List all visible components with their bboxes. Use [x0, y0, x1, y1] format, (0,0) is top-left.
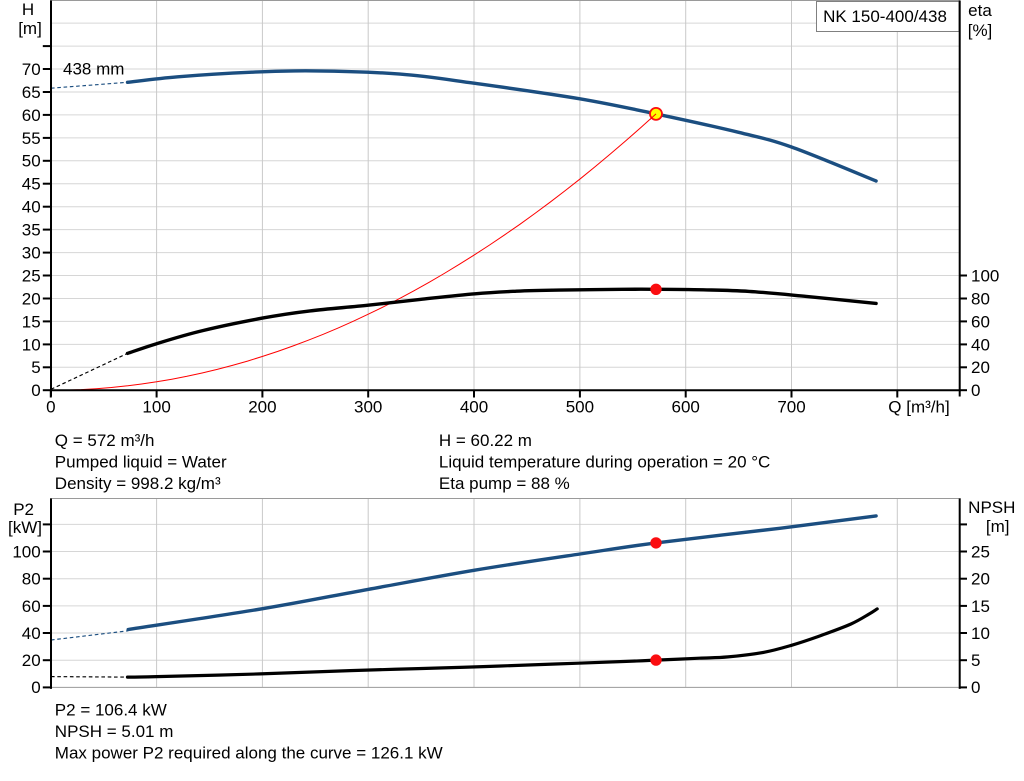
svg-text:[m]: [m] — [18, 19, 42, 38]
svg-text:40: 40 — [22, 624, 41, 643]
svg-text:40: 40 — [971, 335, 990, 354]
svg-text:200: 200 — [248, 398, 276, 417]
svg-text:0: 0 — [46, 398, 55, 417]
svg-text:H = 60.22 m: H = 60.22 m — [439, 431, 532, 450]
svg-text:600: 600 — [672, 398, 700, 417]
svg-text:5: 5 — [971, 651, 980, 670]
svg-text:Pumped liquid = Water: Pumped liquid = Water — [55, 453, 227, 472]
svg-text:70: 70 — [22, 60, 41, 79]
svg-text:Density = 998.2 kg/m³: Density = 998.2 kg/m³ — [55, 474, 221, 493]
svg-text:15: 15 — [22, 312, 41, 331]
svg-text:[kW]: [kW] — [8, 518, 42, 537]
svg-text:50: 50 — [22, 152, 41, 171]
svg-text:30: 30 — [22, 244, 41, 263]
svg-text:60: 60 — [22, 597, 41, 616]
svg-text:80: 80 — [22, 570, 41, 589]
svg-text:700: 700 — [777, 398, 805, 417]
svg-text:500: 500 — [566, 398, 594, 417]
svg-text:100: 100 — [971, 266, 999, 285]
svg-text:0: 0 — [971, 381, 980, 400]
svg-text:NK 150-400/438: NK 150-400/438 — [823, 7, 947, 26]
svg-text:60: 60 — [22, 106, 41, 125]
svg-text:20: 20 — [22, 289, 41, 308]
svg-text:NPSH: NPSH — [968, 498, 1015, 517]
svg-text:20: 20 — [22, 651, 41, 670]
svg-text:65: 65 — [22, 83, 41, 102]
svg-text:0: 0 — [971, 678, 980, 697]
svg-text:15: 15 — [971, 597, 990, 616]
svg-text:Q = 572 m³/h: Q = 572 m³/h — [55, 431, 155, 450]
svg-text:NPSH = 5.01 m: NPSH = 5.01 m — [55, 722, 174, 741]
svg-text:[%]: [%] — [968, 21, 993, 40]
svg-text:Q [m³/h]: Q [m³/h] — [888, 398, 949, 417]
svg-text:80: 80 — [971, 289, 990, 308]
svg-text:45: 45 — [22, 175, 41, 194]
svg-text:300: 300 — [354, 398, 382, 417]
svg-text:P2 = 106.4 kW: P2 = 106.4 kW — [55, 700, 167, 719]
svg-text:25: 25 — [22, 266, 41, 285]
svg-text:25: 25 — [971, 542, 990, 561]
svg-text:35: 35 — [22, 221, 41, 240]
svg-text:[m]: [m] — [986, 517, 1010, 536]
svg-text:Liquid temperature during oper: Liquid temperature during operation = 20… — [439, 453, 770, 472]
svg-text:Eta pump = 88 %: Eta pump = 88 % — [439, 474, 570, 493]
svg-text:100: 100 — [142, 398, 170, 417]
svg-text:10: 10 — [971, 624, 990, 643]
svg-text:438 mm: 438 mm — [63, 60, 124, 79]
svg-text:100: 100 — [12, 542, 40, 561]
svg-text:eta: eta — [968, 1, 992, 20]
svg-text:20: 20 — [971, 358, 990, 377]
svg-text:0: 0 — [31, 381, 40, 400]
svg-text:Max power P2 required along th: Max power P2 required along the curve = … — [55, 743, 443, 762]
svg-text:55: 55 — [22, 129, 41, 148]
svg-text:P2: P2 — [13, 500, 34, 519]
svg-text:20: 20 — [971, 570, 990, 589]
svg-text:5: 5 — [31, 358, 40, 377]
svg-text:0: 0 — [31, 678, 40, 697]
svg-text:H: H — [22, 0, 34, 19]
svg-text:40: 40 — [22, 198, 41, 217]
svg-text:400: 400 — [460, 398, 488, 417]
svg-text:10: 10 — [22, 335, 41, 354]
svg-text:60: 60 — [971, 312, 990, 331]
